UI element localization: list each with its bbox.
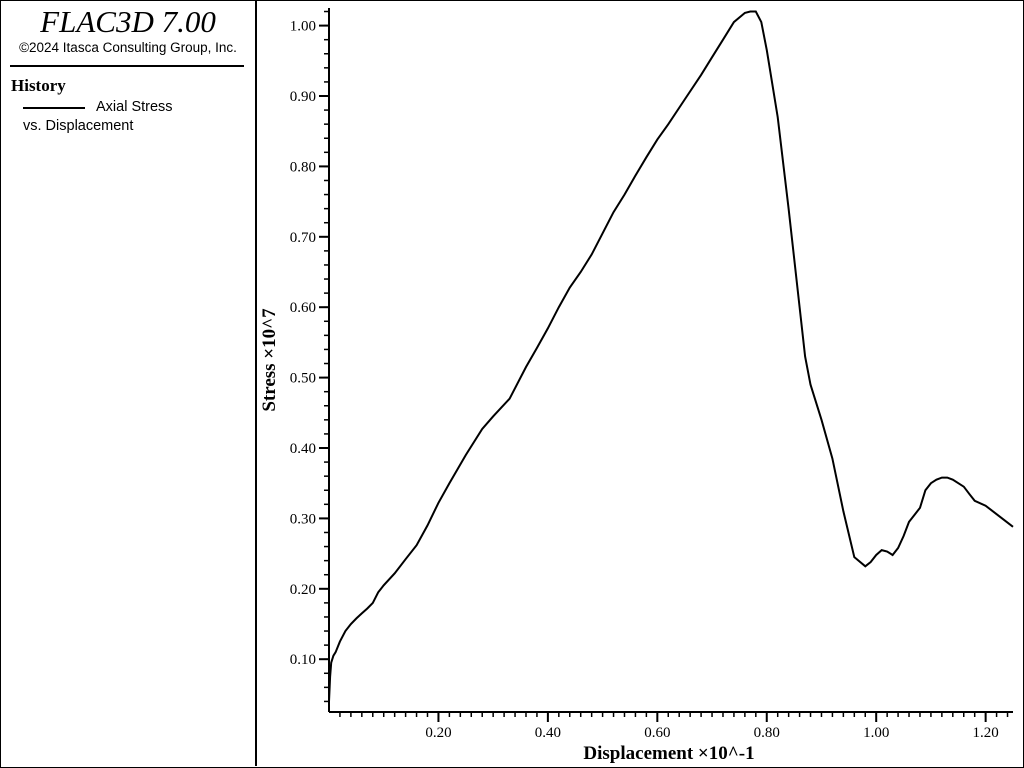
y-tick-label: 0.60 xyxy=(290,300,316,316)
series-line-axial-stress xyxy=(328,10,1014,702)
y-tick-label: 0.80 xyxy=(290,159,316,175)
copyright-text: ©2024 Itasca Consulting Group, Inc. xyxy=(19,40,237,55)
y-tick-label: 0.30 xyxy=(290,511,316,527)
y-tick-label: 0.20 xyxy=(290,582,316,598)
x-tick-label: 0.60 xyxy=(644,725,670,741)
y-tick-label: 0.90 xyxy=(290,89,316,105)
app-title: FLAC3D 7.00 xyxy=(40,4,216,39)
y-tick-label: 0.10 xyxy=(290,652,316,668)
x-tick-label: 0.80 xyxy=(754,725,780,741)
legend-series-label-continued: vs. Displacement xyxy=(23,118,134,134)
legend-line-swatch xyxy=(23,107,85,109)
legend-panel xyxy=(1,1,257,766)
y-tick-label: 1.00 xyxy=(290,19,316,35)
x-tick-label: 0.40 xyxy=(535,725,561,741)
y-tick-label: 0.50 xyxy=(290,371,316,387)
x-tick-label: 1.00 xyxy=(863,725,889,741)
x-axis-title: Displacement ×10^-1 xyxy=(583,743,754,764)
y-tick-label: 0.70 xyxy=(290,230,316,246)
legend-section-title: History xyxy=(11,76,66,95)
y-axis-title: Stress ×10^7 xyxy=(259,308,280,412)
x-axis-ticks: 0.20 0.40 0.60 0.80 1.00 1.20 xyxy=(339,712,1009,741)
y-tick-label: 0.40 xyxy=(290,441,316,457)
x-tick-label: 0.20 xyxy=(425,725,451,741)
legend-divider xyxy=(10,65,244,67)
y-axis-ticks: 0.10 0.20 0.30 0.40 0.50 0.60 0.70 0.80 0.90 1.00 xyxy=(290,10,329,703)
x-tick-label: 1.20 xyxy=(973,725,999,741)
legend-series-label: Axial Stress xyxy=(96,99,173,115)
